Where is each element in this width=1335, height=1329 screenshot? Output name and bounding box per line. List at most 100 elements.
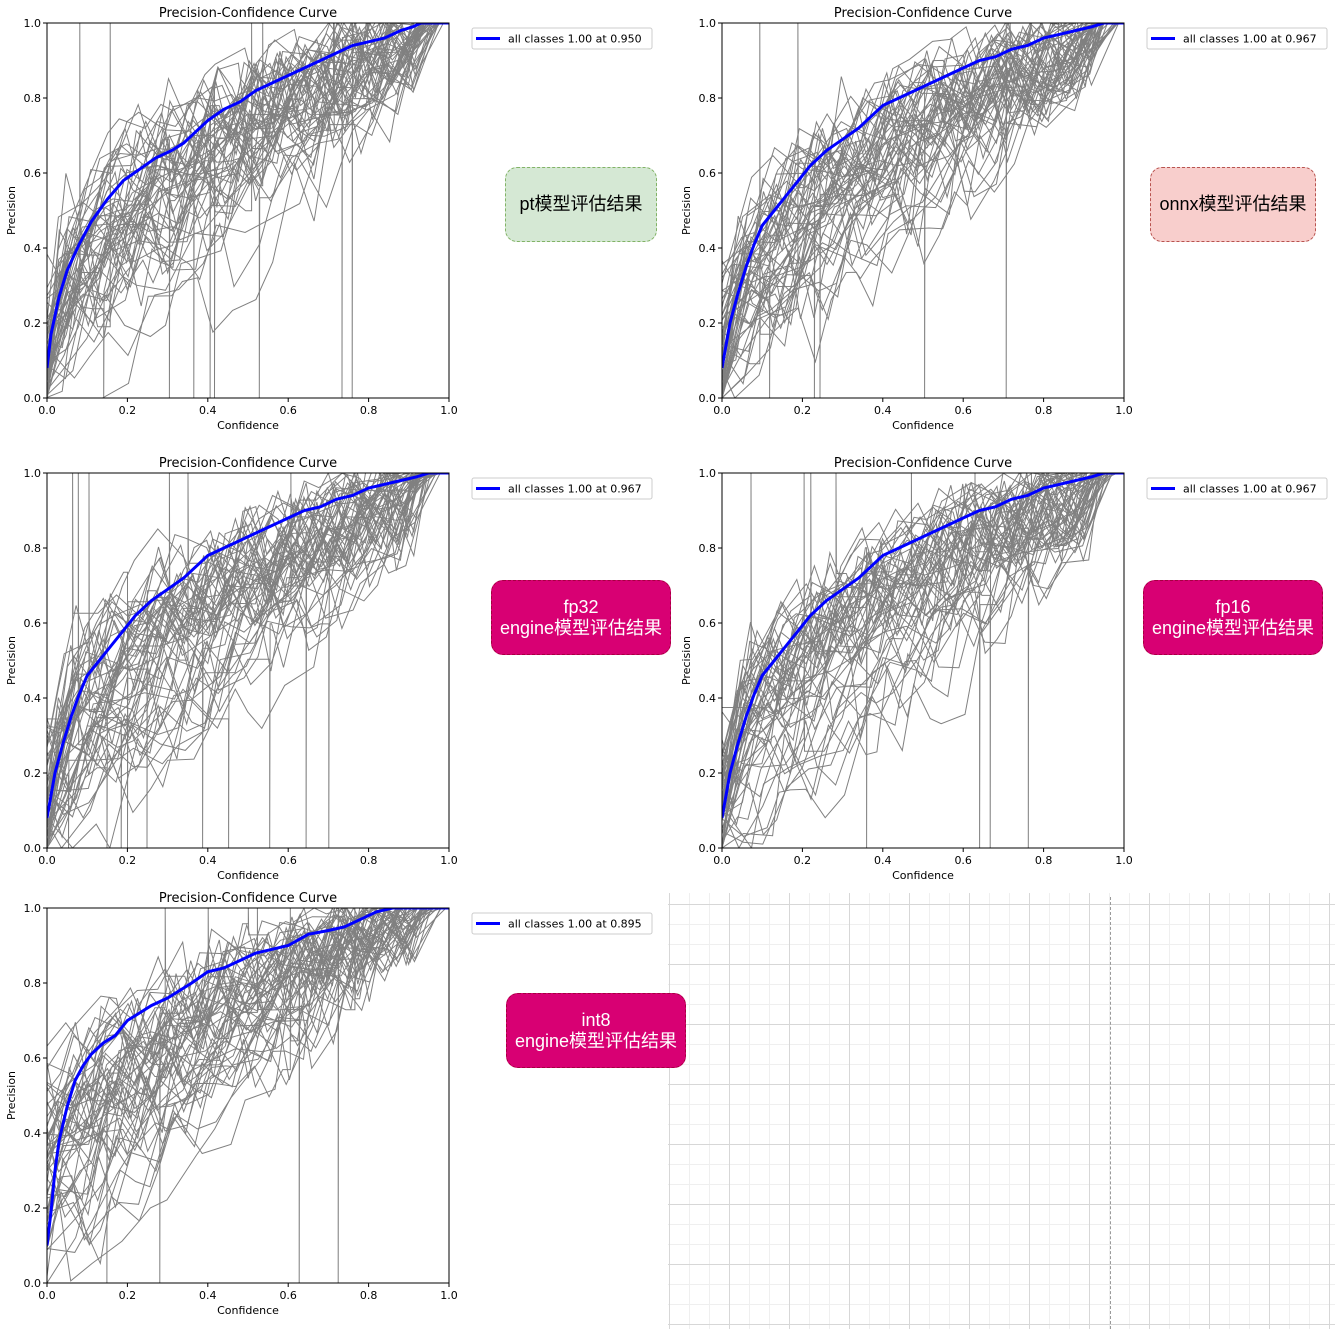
class-curve [47,908,449,1283]
class-curve [722,23,1124,398]
class-curve [47,908,449,1282]
all-classes-curve [47,908,449,1246]
class-curve [722,23,1124,316]
chart-panel-1: 0.0 0.2 0.4 0.6 0.8 1.0 0.0 0.2 0.4 0.6 0.8 1.0 Prec… [5,6,653,432]
class-curve [722,23,1124,398]
plot-frame [46,472,450,849]
class-curve [722,23,1124,398]
class-curve [47,473,449,740]
legend-box [471,477,653,500]
class-curve [47,473,449,814]
chart-title: Precision-Confidence Curve [159,456,337,471]
class-curve [47,908,449,1234]
class-curve [47,908,449,1076]
y-axis-label: Precision [680,636,693,685]
class-curve [47,23,449,382]
chart-title: Precision-Confidence Curve [159,6,337,21]
y-tick-label: 1.0 [24,17,42,30]
class-curve [722,23,1124,358]
class-curve [47,908,449,1199]
class-curve [47,908,449,1283]
y-tick-label: 1.0 [699,467,717,480]
class-curve [722,23,1124,398]
class-curve [47,473,449,848]
class-curves [722,23,1124,398]
x-tick-label: 0.2 [119,854,137,867]
class-curve [722,473,1124,809]
y-tick-label: 0.8 [24,977,42,990]
class-curve [47,473,449,848]
y-tick-label: 0.8 [24,92,42,105]
class-curve [722,23,1124,381]
class-curve [47,908,449,1137]
x-tick-label: 0.4 [199,404,217,417]
x-tick-label: 0.2 [794,854,812,867]
class-curve [722,473,1124,799]
class-curve [722,473,1124,810]
y-axis-label: Precision [680,186,693,235]
plot-frame [721,472,1125,849]
badge-fp32-engine-label: fp32 engine模型评估结果 [499,596,663,638]
y-tick-label: 0.2 [699,317,717,330]
class-curve [47,23,449,398]
x-tick-label: 0.0 [38,404,56,417]
x-tick-label: 1.0 [440,854,458,867]
x-tick-label: 1.0 [440,1289,458,1302]
class-curves [47,23,449,398]
class-curve [47,473,449,848]
x-tick-label: 0.2 [119,404,137,417]
badge-onnx: onnx模型评估结果 [1150,167,1316,242]
class-curve [722,473,1124,794]
legend: all classes 1.00 at 0.895 [471,912,653,935]
legend: all classes 1.00 at 0.950 [471,27,653,50]
y-tick-label: 0.6 [24,167,42,180]
class-curve [722,23,1124,398]
class-curve [722,473,1124,739]
legend-label: all classes 1.00 at 0.967 [508,483,642,496]
class-curve [47,473,449,824]
x-tick-label: 0.4 [199,854,217,867]
y-tick-label: 0.6 [699,617,717,630]
grid-divider [1110,897,1111,1329]
class-curve [722,23,1124,359]
badge-pt: pt模型评估结果 [505,167,657,242]
class-curve [47,908,449,1241]
class-curve [47,23,449,346]
badge-fp16-engine: fp16 engine模型评估结果 [1143,580,1323,655]
class-curve [722,23,1124,398]
y-axis-label: Precision [5,186,18,235]
class-curve [47,23,449,326]
badge-int8-engine: int8 engine模型评估结果 [506,993,686,1068]
class-curve [722,473,1124,780]
x-tick-label: 0.6 [954,404,972,417]
class-curve [722,23,1124,398]
class-curve [47,908,449,1251]
class-curve [47,23,449,382]
class-curve [47,908,449,1195]
class-curve [47,23,449,398]
class-curve [47,908,449,1142]
y-tick-label: 0.2 [24,1202,42,1215]
class-curve [47,473,449,764]
x-tick-label: 1.0 [440,404,458,417]
x-tick-label: 0.2 [794,404,812,417]
x-axis-label: Confidence [892,419,954,432]
class-curve [722,473,1124,848]
class-curve [47,23,449,398]
class-curve [722,23,1124,398]
x-tick-label: 0.0 [713,854,731,867]
class-curve [47,23,449,379]
all-classes-curve [722,23,1124,369]
plot-frame [46,22,450,399]
class-curve [47,908,449,1117]
y-tick-label: 0.0 [699,842,717,855]
x-tick-label: 0.8 [1035,854,1053,867]
class-curve [722,473,1124,816]
legend-box [1146,477,1328,500]
class-curve [722,23,1124,319]
chart-panel-2: 0.0 0.2 0.4 0.6 0.8 1.0 0.0 0.2 0.4 0.6 0.8 1.0 Prec… [680,6,1328,432]
class-curves [47,908,449,1283]
class-curve [722,23,1124,349]
class-curve [722,473,1124,842]
x-tick-label: 0.8 [360,1289,378,1302]
